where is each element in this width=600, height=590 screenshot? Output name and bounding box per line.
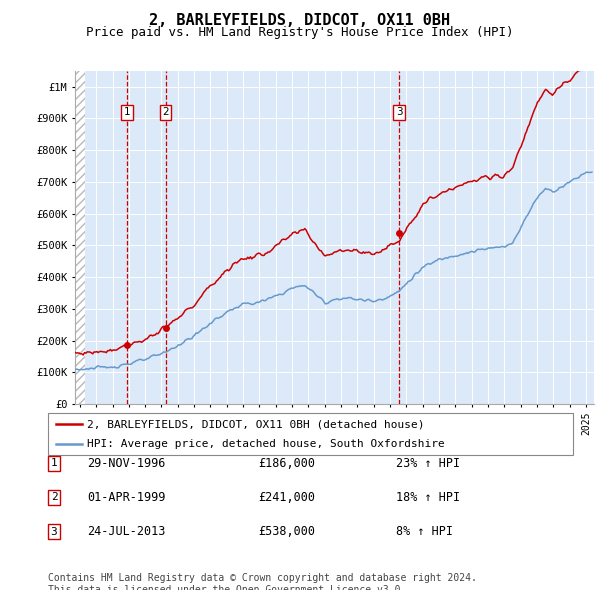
Text: £538,000: £538,000	[258, 525, 315, 538]
Text: Price paid vs. HM Land Registry's House Price Index (HPI): Price paid vs. HM Land Registry's House …	[86, 26, 514, 39]
Bar	[75, 71, 85, 404]
Point	[394, 229, 404, 238]
Text: 2, BARLEYFIELDS, DIDCOT, OX11 0BH (detached house): 2, BARLEYFIELDS, DIDCOT, OX11 0BH (detac…	[88, 419, 425, 430]
Text: 2: 2	[50, 493, 58, 502]
Text: 2: 2	[162, 107, 169, 117]
Text: 24-JUL-2013: 24-JUL-2013	[87, 525, 166, 538]
Text: HPI: Average price, detached house, South Oxfordshire: HPI: Average price, detached house, Sout…	[88, 439, 445, 449]
Text: 8% ↑ HPI: 8% ↑ HPI	[396, 525, 453, 538]
Text: 2, BARLEYFIELDS, DIDCOT, OX11 0BH: 2, BARLEYFIELDS, DIDCOT, OX11 0BH	[149, 13, 451, 28]
Text: 18% ↑ HPI: 18% ↑ HPI	[396, 491, 460, 504]
Text: 1: 1	[124, 107, 131, 117]
Text: 23% ↑ HPI: 23% ↑ HPI	[396, 457, 460, 470]
Text: £186,000: £186,000	[258, 457, 315, 470]
Text: 1: 1	[50, 458, 58, 468]
FancyBboxPatch shape	[48, 413, 573, 455]
Text: £241,000: £241,000	[258, 491, 315, 504]
Text: 3: 3	[396, 107, 403, 117]
Point	[122, 340, 132, 350]
Text: 29-NOV-1996: 29-NOV-1996	[87, 457, 166, 470]
Text: 01-APR-1999: 01-APR-1999	[87, 491, 166, 504]
Point	[161, 323, 170, 332]
Text: 3: 3	[50, 527, 58, 536]
Text: Contains HM Land Registry data © Crown copyright and database right 2024.
This d: Contains HM Land Registry data © Crown c…	[48, 573, 477, 590]
